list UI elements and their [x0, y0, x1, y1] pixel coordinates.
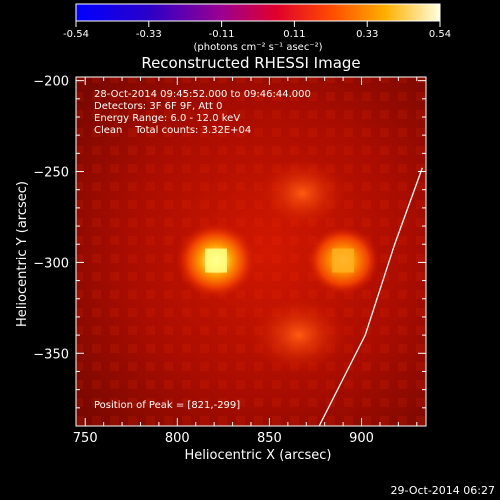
emission-source-3	[258, 158, 347, 229]
info-time-range: 28-Oct-2014 09:45:52.000 to 09:46:44.000	[94, 89, 311, 100]
x-axis-ticks: 750 800 850 900	[73, 77, 418, 446]
x-tick-label: 900	[349, 431, 374, 446]
emission-core-2	[332, 248, 355, 273]
colorbar-tick-label: 0.11	[283, 29, 305, 40]
colorbar-tick-label: -0.11	[209, 29, 235, 40]
timestamp: 29-Oct-2014 06:27	[391, 484, 495, 497]
x-tick-label: 800	[165, 431, 190, 446]
x-tick-label: 750	[73, 431, 98, 446]
colorbar-unit-label: (photons cm⁻² s⁻¹ asec⁻²)	[193, 42, 322, 53]
colorbar-tick-label: 0.54	[429, 29, 451, 40]
y-axis-label: Heliocentric Y (arcsec)	[15, 181, 30, 327]
peak-position-label: Position of Peak = [821,-299]	[94, 400, 240, 411]
info-detectors: Detectors: 3F 6F 9F, Att 0	[94, 101, 222, 112]
colorbar-tick-label: 0.33	[356, 29, 378, 40]
y-tick-label: −350	[33, 347, 69, 362]
x-axis-label: Heliocentric X (arcsec)	[185, 448, 332, 463]
y-tick-label: −300	[33, 256, 69, 271]
heatmap-image	[76, 77, 426, 426]
emission-core-1	[205, 248, 227, 273]
chart-title: Reconstructed RHESSI Image	[141, 54, 360, 72]
y-axis-ticks: −200 −250 −300 −350	[33, 75, 426, 409]
colorbar-tick-label: -0.33	[136, 29, 162, 40]
x-tick-label: 850	[257, 431, 282, 446]
emission-source-4	[250, 296, 347, 374]
colorbar-tick-label: -0.54	[63, 29, 89, 40]
info-energy-range: Energy Range: 6.0 - 12.0 keV	[94, 113, 240, 124]
colorbar-ticks: -0.54 -0.33 -0.11 0.11 0.33 0.54	[63, 21, 451, 40]
info-clean-counts: Clean Total counts: 3.32E+04	[94, 125, 251, 136]
y-tick-label: −200	[33, 75, 69, 90]
solar-limb-line	[318, 167, 423, 426]
y-tick-label: −250	[33, 166, 69, 181]
colorbar	[75, 3, 441, 22]
